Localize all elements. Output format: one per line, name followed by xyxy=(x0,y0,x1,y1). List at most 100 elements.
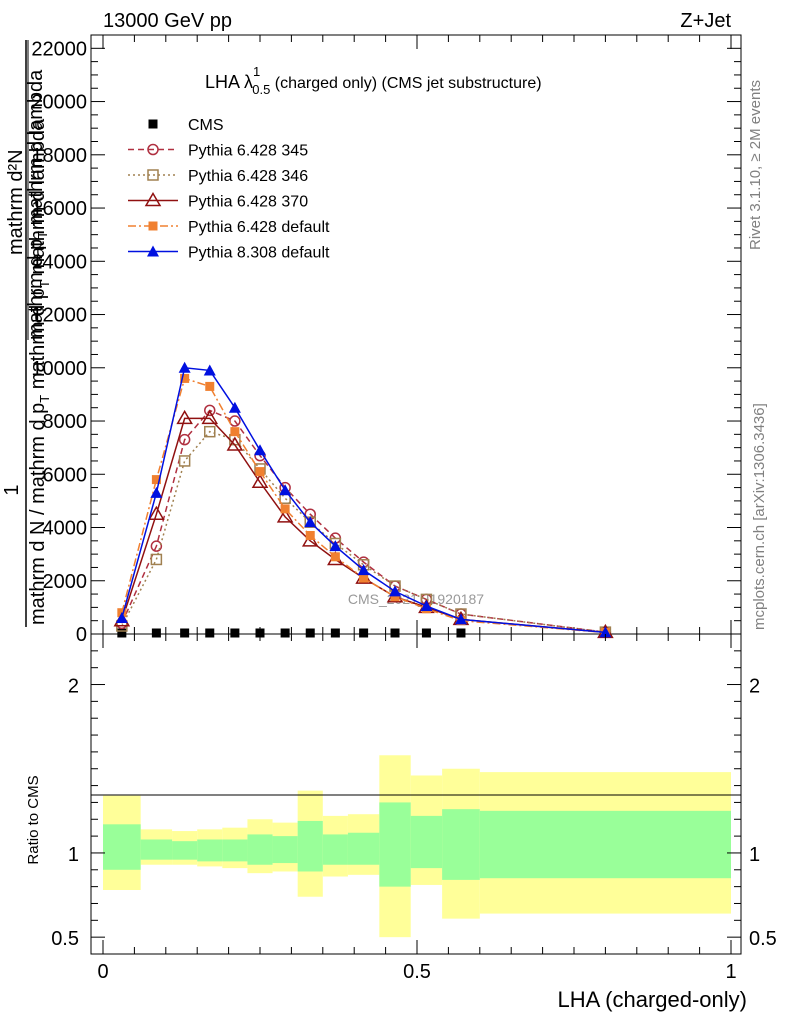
x-tick-label: 0.5 xyxy=(403,961,431,983)
legend-0-point xyxy=(148,119,158,129)
ratio-y-tick-label-right: 0.5 xyxy=(749,928,777,950)
series-4-point xyxy=(280,504,290,514)
series-5-point xyxy=(203,364,216,376)
title-main: LHA λ xyxy=(205,72,253,92)
legend-label: Pythia 8.308 default xyxy=(188,245,330,262)
legend-label: Pythia 6.428 370 xyxy=(188,194,308,211)
y-tick-label: 18000 xyxy=(31,145,87,167)
y-tick-label: 4000 xyxy=(43,518,88,540)
inner-band-bin xyxy=(479,810,731,879)
series-0-point xyxy=(205,628,215,638)
ratio-y-tick-label-right: 2 xyxy=(749,676,760,698)
inner-band-bin xyxy=(347,832,380,865)
title-sub: 0.5 xyxy=(252,82,270,97)
inner-band-bin xyxy=(140,839,173,860)
series-0-point xyxy=(180,628,190,638)
header-left: 13000 GeV pp xyxy=(103,10,232,32)
y-label-one: 1 xyxy=(1,484,23,495)
inner-band-bin xyxy=(103,824,141,870)
series-0-point xyxy=(456,628,466,638)
series-5-point xyxy=(599,626,612,638)
legend-label: Pythia 6.428 345 xyxy=(188,143,308,160)
ratio-bands xyxy=(103,755,731,938)
inner-band-bin xyxy=(322,834,348,865)
header-right: Z+Jet xyxy=(680,10,731,32)
legend-label: CMS xyxy=(188,117,224,134)
series-2-point xyxy=(204,425,216,438)
inner-band-bin xyxy=(272,836,298,864)
inner-band-bin xyxy=(297,820,323,872)
y-label-dn-bottom: mathrm d pT mathrm d lambda xyxy=(25,69,50,340)
inner-band-bin xyxy=(197,839,223,862)
series-4-point xyxy=(230,427,240,437)
legend-3-point xyxy=(144,192,162,207)
y-axis-label: 1 mathrm d N / mathrm d pT mathrm d pT m… xyxy=(1,40,52,627)
legend-4-point xyxy=(148,221,158,231)
series-0-point xyxy=(117,628,127,638)
series-0 xyxy=(117,628,466,638)
series-4-point xyxy=(255,467,265,477)
inner-band-bin xyxy=(172,841,198,860)
y-tick-label: 10000 xyxy=(31,358,87,380)
ratio-plot-frame xyxy=(90,633,742,955)
series-3-point xyxy=(251,473,269,489)
series-5-point xyxy=(254,444,266,456)
y-label-dn-top: mathrm d²N xyxy=(5,149,27,255)
series-3-point xyxy=(226,436,244,451)
series-3-point xyxy=(176,409,193,425)
inner-band-bin xyxy=(379,802,411,887)
series-0-point xyxy=(230,628,240,638)
series-4-point xyxy=(390,592,400,602)
watermark: CMS_2021_I1920187 xyxy=(348,591,484,607)
series-2-point xyxy=(178,455,191,467)
x-axis-label: LHA (charged-only) xyxy=(557,987,747,1012)
series-5-point xyxy=(329,540,342,552)
series-0-point xyxy=(330,628,340,638)
series-5 xyxy=(115,361,612,638)
ratio-ticks: 0.5 0.5 1 1 2 2 0 0.5 1 xyxy=(51,634,777,983)
main-y-ticks: 0 2000 4000 6000 8000 10000 12000 14000 16000 180… xyxy=(31,35,741,646)
ratio-y-label: Ratio to CMS xyxy=(25,775,42,864)
x-tick-label: 1 xyxy=(725,961,736,983)
y-tick-label: 0 xyxy=(76,624,87,646)
series-1-point xyxy=(229,415,241,427)
series-0-point xyxy=(255,628,265,638)
inner-band-bin xyxy=(442,809,480,880)
x-tick-label: 0 xyxy=(97,961,108,983)
series-5-point xyxy=(228,401,241,413)
legend-2-point xyxy=(147,169,159,181)
y-tick-label: 14000 xyxy=(31,251,87,273)
y-tick-label: 2000 xyxy=(43,571,88,593)
series-0-point xyxy=(280,628,290,638)
series-5-point xyxy=(357,564,370,576)
series-4-point xyxy=(305,530,315,540)
mcplots-label: mcplots.cern.ch [arXiv:1306.3436] xyxy=(751,403,768,630)
series-4-point xyxy=(359,573,369,583)
ratio-y-tick-label: 2 xyxy=(68,676,79,698)
ratio-y-tick-label: 0.5 xyxy=(51,928,79,950)
title-rest: (charged only) (CMS jet substructure) xyxy=(270,75,541,92)
legend-label: Pythia 6.428 default xyxy=(188,219,330,236)
y-label-denominator: mathrm d N / mathrm d pT mathrm d pT mat… xyxy=(27,118,52,625)
series-1-point xyxy=(204,404,216,417)
series-5-point xyxy=(389,585,402,597)
ratio-y-tick-label: 1 xyxy=(68,844,79,866)
series-0-point xyxy=(421,628,431,638)
y-tick-label: 20000 xyxy=(31,92,87,114)
series-5-point xyxy=(304,516,317,528)
series-5-point xyxy=(420,600,433,612)
series-0-point xyxy=(359,628,369,638)
legend-5-point xyxy=(147,245,159,257)
y-tick-label: 6000 xyxy=(43,464,88,486)
title-sup: 1 xyxy=(253,64,260,79)
legend: CMS Pythia 6.428 345 Pythia 6.428 346 Pythi… xyxy=(128,117,330,262)
series-3-point xyxy=(148,505,165,520)
series-2-line xyxy=(121,430,606,633)
series-0-point xyxy=(305,628,315,638)
series-1-point xyxy=(178,433,191,446)
rivet-label: Rivet 3.1.10, ≥ 2M events xyxy=(747,80,764,250)
series-4-point xyxy=(180,373,190,383)
series-0-point xyxy=(151,628,161,638)
y-tick-label: 22000 xyxy=(31,38,87,60)
